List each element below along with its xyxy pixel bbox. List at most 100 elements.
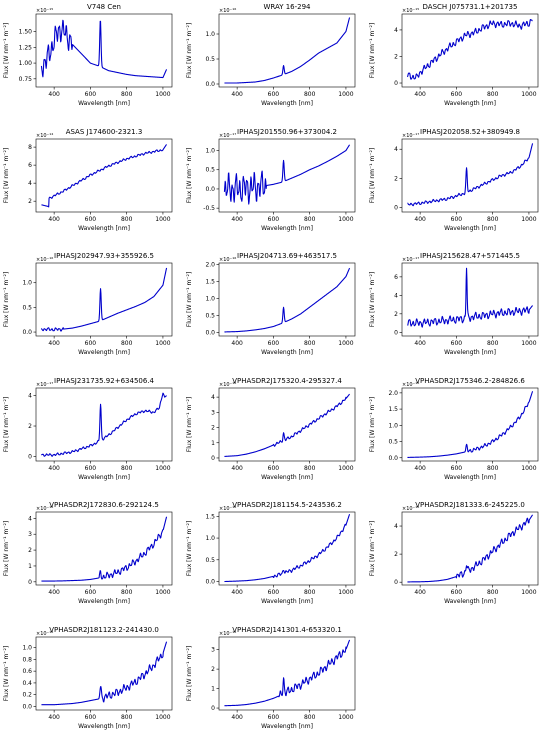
x-tick-label: 600: [85, 465, 97, 472]
x-tick-label: 1000: [155, 589, 170, 596]
panel-title: VPHASDR2J175346.2-284826.6: [415, 377, 525, 385]
x-tick-label: 800: [121, 714, 133, 721]
spectrum-line: [407, 142, 534, 206]
x-tick-label: 1000: [338, 340, 353, 347]
y-tick-label: -0.5: [203, 205, 215, 212]
panel-title: VPHASDR2J172830.6-292124.5: [49, 501, 159, 509]
x-axis-label: Wavelength [nm]: [444, 100, 496, 107]
y-axis-label: Flux [W nm⁻¹ m⁻²]: [3, 147, 10, 202]
y-tick-label: 0.8: [22, 656, 32, 663]
y-tick-label: 1.0: [388, 422, 398, 429]
spectrum-chart: VPHASDR2J181154.5-243536.2×10⁻¹⁶ 400 600 80…: [186, 501, 356, 605]
y-axis-label: Flux [W nm⁻¹ m⁻²]: [3, 646, 10, 701]
y-axis-label: Flux [W nm⁻¹ m⁻²]: [186, 646, 193, 701]
panel-title: VPHASDR2J141301.4-653320.1: [232, 626, 342, 634]
y-multiplier: ×10⁻¹⁶: [402, 382, 419, 388]
y-tick-label: 0.5: [22, 305, 32, 312]
x-tick-label: 1000: [155, 714, 170, 721]
spectrum-panel: VPHASDR2J141301.4-653320.1 ×10⁻¹⁶ 400 600 80…: [183, 623, 366, 747]
y-axis-label: Flux [W nm⁻¹ m⁻²]: [3, 521, 10, 576]
x-tick-label: 1000: [338, 465, 353, 472]
y-multiplier: ×10⁻¹⁷: [402, 257, 419, 263]
y-tick-label: 0.5: [205, 313, 215, 320]
x-tick-label: 800: [487, 340, 499, 347]
y-tick-label: 4: [394, 523, 398, 530]
axes-frame: [401, 512, 539, 586]
y-tick-label: 3: [28, 532, 32, 539]
y-tick-label: 2: [211, 424, 215, 431]
y-tick-label: 0: [28, 453, 32, 460]
y-tick-label: 2: [28, 423, 32, 430]
spectrum-line: [224, 514, 351, 583]
x-tick-label: 600: [85, 714, 97, 721]
spectrum-line: [224, 17, 351, 84]
panel-title: IPHASJ202058.52+380949.8: [420, 128, 520, 136]
spectrum-panel: VPHASDR2J181333.6-245225.0 ×10⁻¹⁶ 400 600 80…: [366, 498, 549, 622]
y-axis-label: Flux [W nm⁻¹ m⁻²]: [186, 272, 193, 327]
x-tick-label: 600: [268, 340, 280, 347]
x-tick-label: 400: [231, 340, 243, 347]
axes-frame: [35, 262, 173, 337]
spectrum-panel: ASAS J174600-2321.3 ×10⁻¹⁴ 400 600 800 1000 2 4…: [0, 125, 183, 249]
spectrum-chart: IPHASJ215628.47+571445.5×10⁻¹⁷ 400 600 800 1…: [369, 252, 539, 356]
y-tick-label: 6: [394, 274, 398, 281]
x-tick-label: 600: [268, 216, 280, 223]
x-axis-label: Wavelength [nm]: [261, 474, 313, 481]
x-axis-label: Wavelength [nm]: [78, 723, 130, 730]
panel-title: IPHASJ201550.96+373004.2: [237, 128, 337, 136]
spectrum-line: [406, 19, 533, 80]
spectrum-panel: IPHASJ231735.92+634506.4 ×10⁻¹⁷ 400 600 800 1…: [0, 374, 183, 498]
spectrum-line: [407, 390, 534, 458]
spectrum-chart: VPHASDR2J172830.6-292124.5×10⁻¹⁶ 400 600 80…: [3, 501, 173, 605]
axes-frame: [218, 636, 356, 711]
axes-frame: [218, 512, 356, 586]
y-multiplier: ×10⁻¹⁴: [36, 133, 53, 139]
x-tick-label: 600: [268, 91, 280, 98]
x-tick-label: 1000: [155, 340, 170, 347]
x-tick-label: 800: [121, 465, 133, 472]
y-tick-label: 2.0: [205, 262, 215, 269]
x-tick-label: 800: [487, 589, 499, 596]
spectrum-chart: V748 Cen ×10⁻¹⁵ 400 600 800 1000 0.75 1.00 1.25 1…: [3, 3, 173, 107]
y-tick-label: 0.2: [22, 692, 32, 699]
y-tick-label: 2: [394, 53, 398, 60]
x-axis-label: Wavelength [nm]: [78, 100, 130, 107]
spectrum-chart: VPHASDR2J181123.2-241430.0×10⁻¹⁶ 400 600 80…: [3, 626, 173, 730]
x-axis-label: Wavelength [nm]: [78, 474, 130, 481]
axes-frame: [401, 13, 539, 88]
spectrum-panel: IPHASJ202947.93+355926.5 ×10⁻¹⁶ 400 600 800 1…: [0, 249, 183, 373]
x-axis-label: Wavelength [nm]: [78, 349, 130, 356]
y-tick-label: 4: [211, 394, 215, 401]
x-tick-label: 400: [48, 714, 60, 721]
y-tick-label: 4: [394, 146, 398, 153]
x-tick-label: 1000: [521, 216, 536, 223]
y-axis-label: Flux [W nm⁻¹ m⁻²]: [186, 147, 193, 202]
y-tick-label: 8: [28, 144, 32, 151]
y-multiplier: ×10⁻¹⁶: [219, 257, 236, 263]
axes-frame: [401, 262, 539, 337]
x-tick-label: 1000: [155, 91, 170, 98]
x-tick-label: 800: [121, 91, 133, 98]
y-tick-label: 1.5: [205, 514, 215, 521]
y-tick-label: 0: [394, 329, 398, 336]
x-tick-label: 400: [414, 465, 426, 472]
y-tick-label: 1: [211, 440, 215, 447]
x-tick-label: 600: [85, 216, 97, 223]
x-tick-label: 1000: [338, 216, 353, 223]
spectrum-chart: VPHASDR2J175320.4-295327.4×10⁻¹⁶ 400 600 80…: [186, 377, 356, 481]
y-multiplier: ×10⁻¹⁷: [36, 382, 53, 388]
spectrum-chart: VPHASDR2J181333.6-245225.0×10⁻¹⁶ 400 600 80…: [369, 501, 539, 605]
y-tick-label: 6: [28, 162, 32, 169]
x-tick-label: 800: [304, 465, 316, 472]
y-tick-label: 2: [394, 552, 398, 559]
y-tick-label: 1.00: [19, 60, 33, 67]
y-multiplier: ×10⁻¹⁶: [219, 506, 236, 512]
spectrum-panel: IPHASJ204713.69+463517.5 ×10⁻¹⁶ 400 600 800 1…: [183, 249, 366, 373]
y-multiplier: ×10⁻¹⁶: [219, 382, 236, 388]
panel-title: WRAY 16-294: [263, 3, 311, 11]
x-tick-label: 600: [268, 714, 280, 721]
spectrum-panel: VPHASDR2J181154.5-243536.2 ×10⁻¹⁶ 400 600 80…: [183, 498, 366, 622]
panel-title: IPHASJ231735.92+634506.4: [54, 377, 155, 385]
y-tick-label: 1.0: [205, 31, 215, 38]
